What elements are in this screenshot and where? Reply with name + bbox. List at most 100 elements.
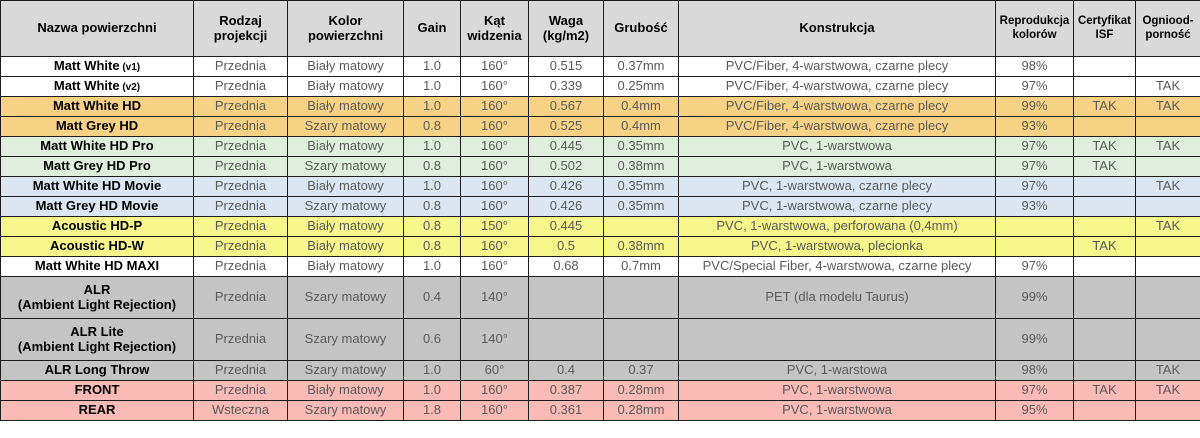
cell-color_reproduction: 93% xyxy=(995,116,1074,137)
cell-fire xyxy=(1135,116,1200,137)
cell-color_reproduction xyxy=(995,216,1074,237)
cell-gain: 0.8 xyxy=(403,156,461,177)
cell-construction: PVC/Fiber, 4-warstwowa, czarne plecy xyxy=(678,96,996,117)
cell-name: ALR Long Throw xyxy=(0,360,194,381)
cell-name: ALR Lite (Ambient Light Rejection) xyxy=(0,318,194,361)
header-cell-thickness: Grubość xyxy=(603,0,679,57)
cell-gain: 1.0 xyxy=(403,380,461,401)
cell-construction: PET (dla modelu Taurus) xyxy=(678,276,996,319)
cell-gain: 0.8 xyxy=(403,216,461,237)
cell-projection: Przednia xyxy=(193,276,288,319)
cell-projection: Przednia xyxy=(193,196,288,217)
cell-construction: PVC/Fiber, 4-warstwowa, czarne plecy xyxy=(678,56,996,77)
cell-fire: TAK xyxy=(1135,176,1200,197)
cell-weight: 0.5 xyxy=(528,236,604,257)
cell-color: Szary matowy xyxy=(287,360,404,381)
cell-fire: TAK xyxy=(1135,360,1200,381)
cell-color: Biały matowy xyxy=(287,96,404,117)
cell-name: Matt White HD MAXI xyxy=(0,256,194,277)
cell-thickness: 0.35mm xyxy=(603,176,679,197)
table-row: ALR (Ambient Light Rejection) Przednia Szar… xyxy=(0,276,1200,319)
cell-isf: TAK xyxy=(1073,136,1136,157)
cell-weight: 0.387 xyxy=(528,380,604,401)
cell-gain: 1.0 xyxy=(403,176,461,197)
cell-color: Biały matowy xyxy=(287,380,404,401)
header-cell-color_reproduction: Reprodukcja kolorów xyxy=(995,0,1074,57)
cell-color: Szary matowy xyxy=(287,196,404,217)
cell-thickness: 0.38mm xyxy=(603,236,679,257)
cell-angle: 160° xyxy=(460,236,529,257)
table-row: Matt White (v1) Przednia Biały matowy 1.0 16… xyxy=(0,56,1200,77)
cell-weight: 0.426 xyxy=(528,196,604,217)
cell-construction: PVC, 1-warstwowa, czarne plecy xyxy=(678,176,996,197)
table-row: FRONT Przednia Biały matowy 1.0 160° 0.387 0.2… xyxy=(0,380,1200,401)
table-row: Matt White HD Movie Przednia Biały matowy 1… xyxy=(0,176,1200,197)
cell-color: Biały matowy xyxy=(287,176,404,197)
cell-color: Szary matowy xyxy=(287,400,404,421)
cell-angle: 160° xyxy=(460,400,529,421)
cell-color_reproduction: 98% xyxy=(995,56,1074,77)
cell-fire xyxy=(1135,256,1200,277)
cell-fire xyxy=(1135,236,1200,257)
cell-thickness: 0.4mm xyxy=(603,96,679,117)
cell-thickness: 0.28mm xyxy=(603,400,679,421)
cell-gain: 0.6 xyxy=(403,318,461,361)
cell-gain: 1.0 xyxy=(403,360,461,381)
cell-projection: Przednia xyxy=(193,318,288,361)
table-row: Matt Grey HD Przednia Szary matowy 0.8 160° 0… xyxy=(0,116,1200,137)
cell-color_reproduction: 97% xyxy=(995,156,1074,177)
cell-projection: Przednia xyxy=(193,156,288,177)
cell-weight: 0.339 xyxy=(528,76,604,97)
cell-angle: 140° xyxy=(460,276,529,319)
cell-projection: Przednia xyxy=(193,96,288,117)
cell-name: Acoustic HD-P xyxy=(0,216,194,237)
cell-angle: 160° xyxy=(460,380,529,401)
cell-weight: 0.567 xyxy=(528,96,604,117)
cell-color_reproduction: 95% xyxy=(995,400,1074,421)
cell-color_reproduction: 97% xyxy=(995,136,1074,157)
cell-construction: PVC/Fiber, 4-warstwowa, czarne plecy xyxy=(678,116,996,137)
cell-angle: 150° xyxy=(460,216,529,237)
cell-construction: PVC, 1-warstwowa, perforowana (0,4mm) xyxy=(678,216,996,237)
cell-fire xyxy=(1135,318,1200,361)
cell-projection: Przednia xyxy=(193,256,288,277)
cell-weight: 0.426 xyxy=(528,176,604,197)
table-row: Matt White (v2) Przednia Biały matowy 1.0 16… xyxy=(0,76,1200,97)
cell-name: Matt White HD Movie xyxy=(0,176,194,197)
cell-thickness: 0.35mm xyxy=(603,196,679,217)
table-row: ALR Long Throw Przednia Szary matowy 1.0 60°… xyxy=(0,360,1200,381)
cell-color: Szary matowy xyxy=(287,116,404,137)
cell-weight: 0.525 xyxy=(528,116,604,137)
cell-isf xyxy=(1073,76,1136,97)
cell-projection: Przednia xyxy=(193,216,288,237)
cell-gain: 1.0 xyxy=(403,96,461,117)
cell-construction: PVC, 1-warstowa xyxy=(678,360,996,381)
cell-name: Matt White (v2) xyxy=(0,76,194,97)
cell-thickness: 0.38mm xyxy=(603,156,679,177)
cell-gain: 0.8 xyxy=(403,196,461,217)
table-row: Matt White HD MAXI Przednia Biały matowy 1.… xyxy=(0,256,1200,277)
cell-isf xyxy=(1073,256,1136,277)
table-row: ALR Lite (Ambient Light Rejection) Przedni… xyxy=(0,318,1200,361)
cell-color_reproduction: 93% xyxy=(995,196,1074,217)
cell-name: Matt White HD xyxy=(0,96,194,117)
cell-fire: TAK xyxy=(1135,380,1200,401)
cell-fire xyxy=(1135,276,1200,319)
cell-angle: 160° xyxy=(460,136,529,157)
cell-construction: PVC, 1-warstwowa xyxy=(678,156,996,177)
cell-fire xyxy=(1135,56,1200,77)
cell-isf: TAK xyxy=(1073,236,1136,257)
cell-name: FRONT xyxy=(0,380,194,401)
cell-name: ALR (Ambient Light Rejection) xyxy=(0,276,194,319)
cell-projection: Przednia xyxy=(193,136,288,157)
cell-thickness: 0.37mm xyxy=(603,56,679,77)
cell-isf xyxy=(1073,276,1136,319)
cell-isf xyxy=(1073,56,1136,77)
header-row: Nazwa powierzchni Rodzaj projekcji Kolor pow… xyxy=(0,0,1200,57)
cell-weight xyxy=(528,276,604,319)
cell-weight: 0.515 xyxy=(528,56,604,77)
table-row: Matt Grey HD Movie Przednia Szary matowy 0.… xyxy=(0,196,1200,217)
cell-projection: Przednia xyxy=(193,116,288,137)
cell-color: Szary matowy xyxy=(287,318,404,361)
cell-thickness: 0.4mm xyxy=(603,116,679,137)
